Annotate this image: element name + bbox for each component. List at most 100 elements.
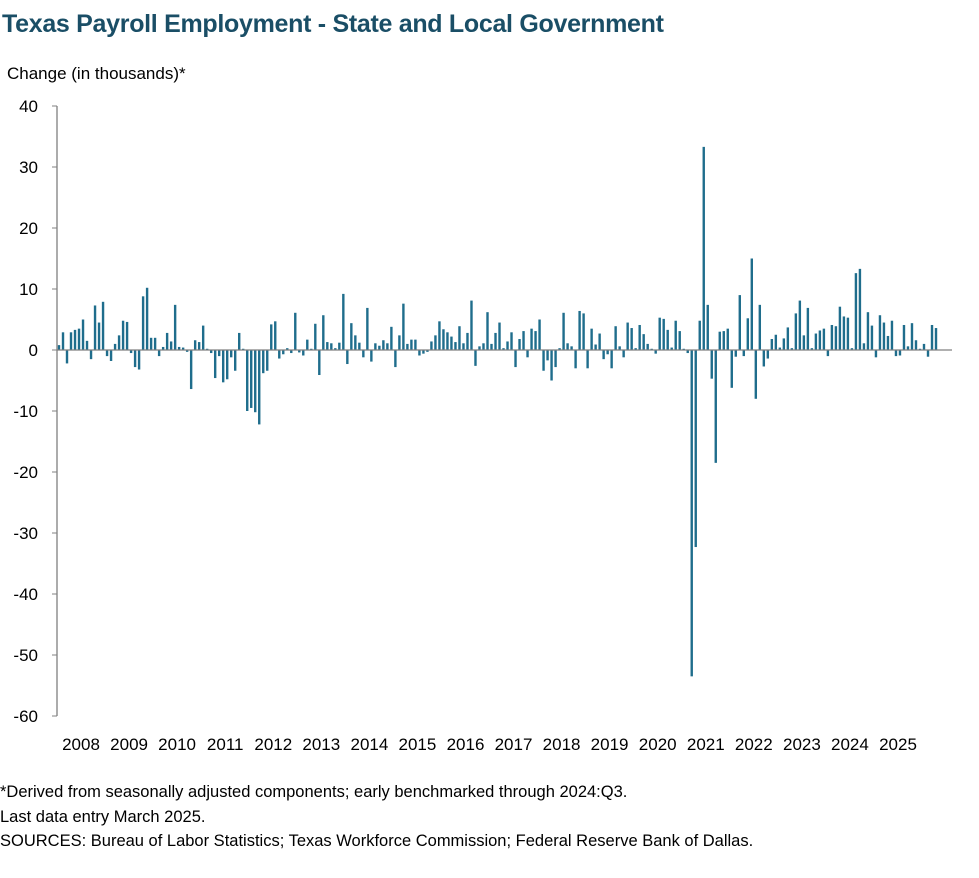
bar	[782, 338, 786, 350]
bar	[570, 346, 573, 350]
bar	[574, 350, 577, 369]
bar	[386, 343, 389, 350]
bar	[618, 346, 621, 350]
bar	[113, 343, 117, 350]
bar	[678, 331, 681, 350]
bar	[914, 340, 918, 350]
bar	[418, 350, 421, 356]
bar	[702, 146, 705, 350]
bar	[61, 332, 65, 350]
bar	[814, 333, 818, 350]
bar	[926, 350, 930, 357]
x-tick-label: 2021	[687, 735, 725, 754]
bar	[614, 326, 617, 350]
bar	[226, 350, 229, 380]
bar	[414, 339, 417, 350]
bar	[894, 350, 898, 357]
bar	[382, 340, 385, 350]
bar	[193, 340, 197, 350]
y-tick-label: -30	[13, 524, 38, 543]
bar	[258, 350, 261, 425]
chart-notes: *Derived from seasonally adjusted compon…	[0, 780, 753, 854]
bar	[57, 345, 61, 350]
bar	[77, 328, 81, 350]
bar	[878, 315, 882, 350]
footnote: *Derived from seasonally adjusted compon…	[0, 783, 628, 801]
bar	[197, 342, 201, 350]
bar	[698, 320, 701, 350]
bar	[430, 341, 433, 350]
bar	[254, 350, 257, 413]
bar	[374, 343, 377, 350]
bar	[398, 335, 401, 350]
bar	[286, 348, 289, 350]
bar	[169, 341, 173, 350]
bar	[213, 350, 217, 379]
y-tick-label: -40	[13, 585, 38, 604]
bar	[554, 350, 557, 368]
bar	[234, 350, 237, 371]
bar	[830, 324, 834, 350]
bar	[85, 340, 89, 350]
bar	[838, 306, 842, 350]
bar	[350, 323, 353, 350]
bar	[230, 350, 233, 358]
bar	[450, 336, 453, 350]
bar	[334, 348, 337, 350]
bar	[434, 335, 437, 350]
bar	[862, 343, 866, 350]
bar	[165, 332, 169, 350]
bar	[842, 316, 846, 350]
bar	[454, 342, 457, 350]
bar	[482, 343, 485, 350]
y-tick-label: -60	[13, 707, 38, 726]
bar	[302, 350, 305, 356]
bar	[330, 343, 333, 350]
bar	[510, 332, 513, 350]
y-tick-label: 0	[29, 341, 38, 360]
bar	[758, 304, 762, 350]
bar	[217, 350, 221, 357]
bar	[670, 347, 673, 350]
bar	[818, 330, 822, 350]
bar	[858, 268, 862, 350]
bar	[606, 350, 609, 355]
bar	[81, 319, 85, 350]
bar	[278, 350, 281, 359]
bar	[906, 346, 910, 350]
y-tick-label: 10	[19, 280, 38, 299]
bar	[550, 350, 553, 381]
bar	[105, 350, 109, 357]
bar	[494, 332, 497, 350]
bar	[622, 350, 625, 358]
bar	[394, 350, 397, 368]
y-tick-label: 20	[19, 219, 38, 238]
bar	[189, 350, 193, 390]
x-tick-label: 2019	[591, 735, 629, 754]
bar	[922, 343, 926, 350]
bar	[734, 350, 737, 357]
bar	[786, 327, 790, 350]
bar	[117, 335, 121, 350]
bar	[161, 346, 165, 350]
bar	[422, 350, 425, 354]
bar	[358, 342, 361, 350]
bar	[209, 350, 213, 354]
bar	[586, 350, 589, 369]
bar	[125, 321, 129, 350]
y-tick-label: -50	[13, 646, 38, 665]
bar	[646, 343, 649, 350]
bar	[314, 323, 317, 350]
bar	[181, 347, 185, 350]
bar	[250, 350, 253, 408]
bar	[402, 303, 405, 350]
bar	[726, 328, 729, 350]
bar	[542, 350, 545, 371]
x-axis-labels: 2008 2009 2010 2011 2012 2013 2014 2015 2016 2017…	[62, 735, 917, 754]
bar	[538, 319, 541, 350]
bar	[294, 312, 297, 350]
bar	[514, 350, 517, 368]
bar	[290, 350, 293, 354]
bar	[462, 343, 465, 350]
